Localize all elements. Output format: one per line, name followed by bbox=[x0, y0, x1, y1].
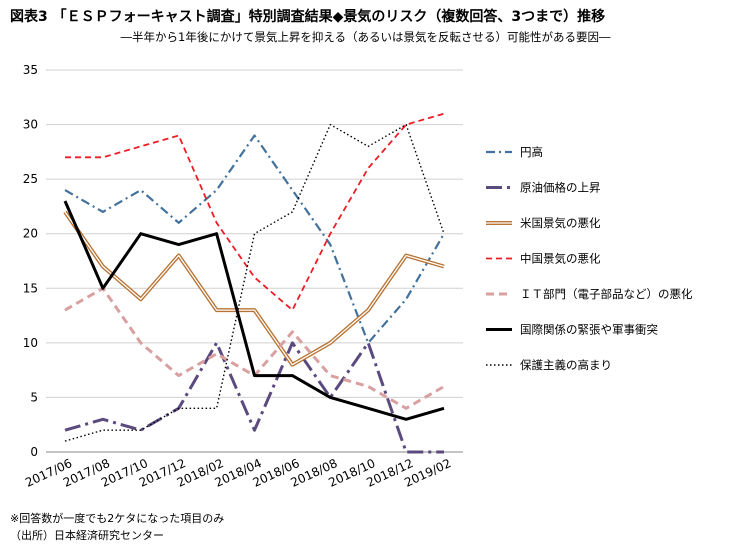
legend-label: 米国景気の悪化 bbox=[520, 216, 601, 230]
series-2 bbox=[64, 341, 444, 454]
series-6 bbox=[63, 200, 445, 421]
y-tick-label: 20 bbox=[23, 227, 38, 241]
chart-subtitle: ―半年から1年後にかけて景気上昇を抑える（あるいは景気を反転させる）可能性がある… bbox=[120, 30, 611, 44]
series-1 bbox=[64, 134, 445, 344]
legend-label: 中国景気の悪化 bbox=[520, 252, 601, 266]
y-tick-label: 10 bbox=[23, 336, 38, 350]
legend-item: 円高 bbox=[486, 145, 543, 159]
series-line bbox=[64, 341, 444, 454]
y-tick-label: 25 bbox=[23, 172, 38, 186]
legend-item: 米国景気の悪化 bbox=[486, 216, 601, 230]
series-3 bbox=[63, 210, 445, 367]
footnote: ※回答数が一度でも2ケタになった項目のみ bbox=[10, 512, 225, 525]
legend-label: 円高 bbox=[520, 145, 543, 159]
series-4 bbox=[65, 112, 445, 311]
source-note: （出所）日本経済研究センター bbox=[10, 529, 164, 542]
y-tick-label: 15 bbox=[23, 281, 38, 295]
chart-title: 図表3 「ＥＳＰフォーキャスト調査」特別調査結果◆景気のリスク（複数回答、3つま… bbox=[10, 9, 606, 25]
legend-item: 保護主義の高まり bbox=[486, 358, 612, 372]
x-axis: 2017/062017/082017/102017/122018/022018/… bbox=[23, 456, 453, 490]
legend-item: 中国景気の悪化 bbox=[486, 252, 601, 266]
legend-item: 国際関係の緊張や軍事衝突 bbox=[486, 323, 658, 337]
series-line bbox=[64, 286, 445, 410]
y-tick-label: 30 bbox=[23, 118, 38, 132]
legend-label: ＩＴ部門（電子部品など）の悪化 bbox=[520, 287, 693, 301]
series-line bbox=[64, 123, 445, 442]
series-lines bbox=[63, 112, 445, 454]
series-line bbox=[63, 200, 445, 421]
y-tick-label: 35 bbox=[23, 63, 38, 77]
series-5 bbox=[64, 286, 445, 410]
series-line bbox=[64, 134, 445, 344]
series-line bbox=[65, 112, 445, 311]
series-7 bbox=[64, 123, 445, 442]
series-line-inner bbox=[64, 211, 445, 366]
y-tick-label: 5 bbox=[30, 390, 38, 404]
legend-label: 国際関係の緊張や軍事衝突 bbox=[520, 323, 658, 337]
legend-item: ＩＴ部門（電子部品など）の悪化 bbox=[486, 287, 693, 301]
legend-label: 保護主義の高まり bbox=[520, 358, 612, 372]
legend-label: 原油価格の上昇 bbox=[520, 181, 601, 195]
legend-item: 原油価格の上昇 bbox=[486, 181, 601, 195]
y-axis: 0 5 10 15 20 25 30 35 bbox=[23, 63, 38, 459]
grid-lines bbox=[46, 69, 463, 453]
y-tick-label: 0 bbox=[30, 445, 38, 459]
